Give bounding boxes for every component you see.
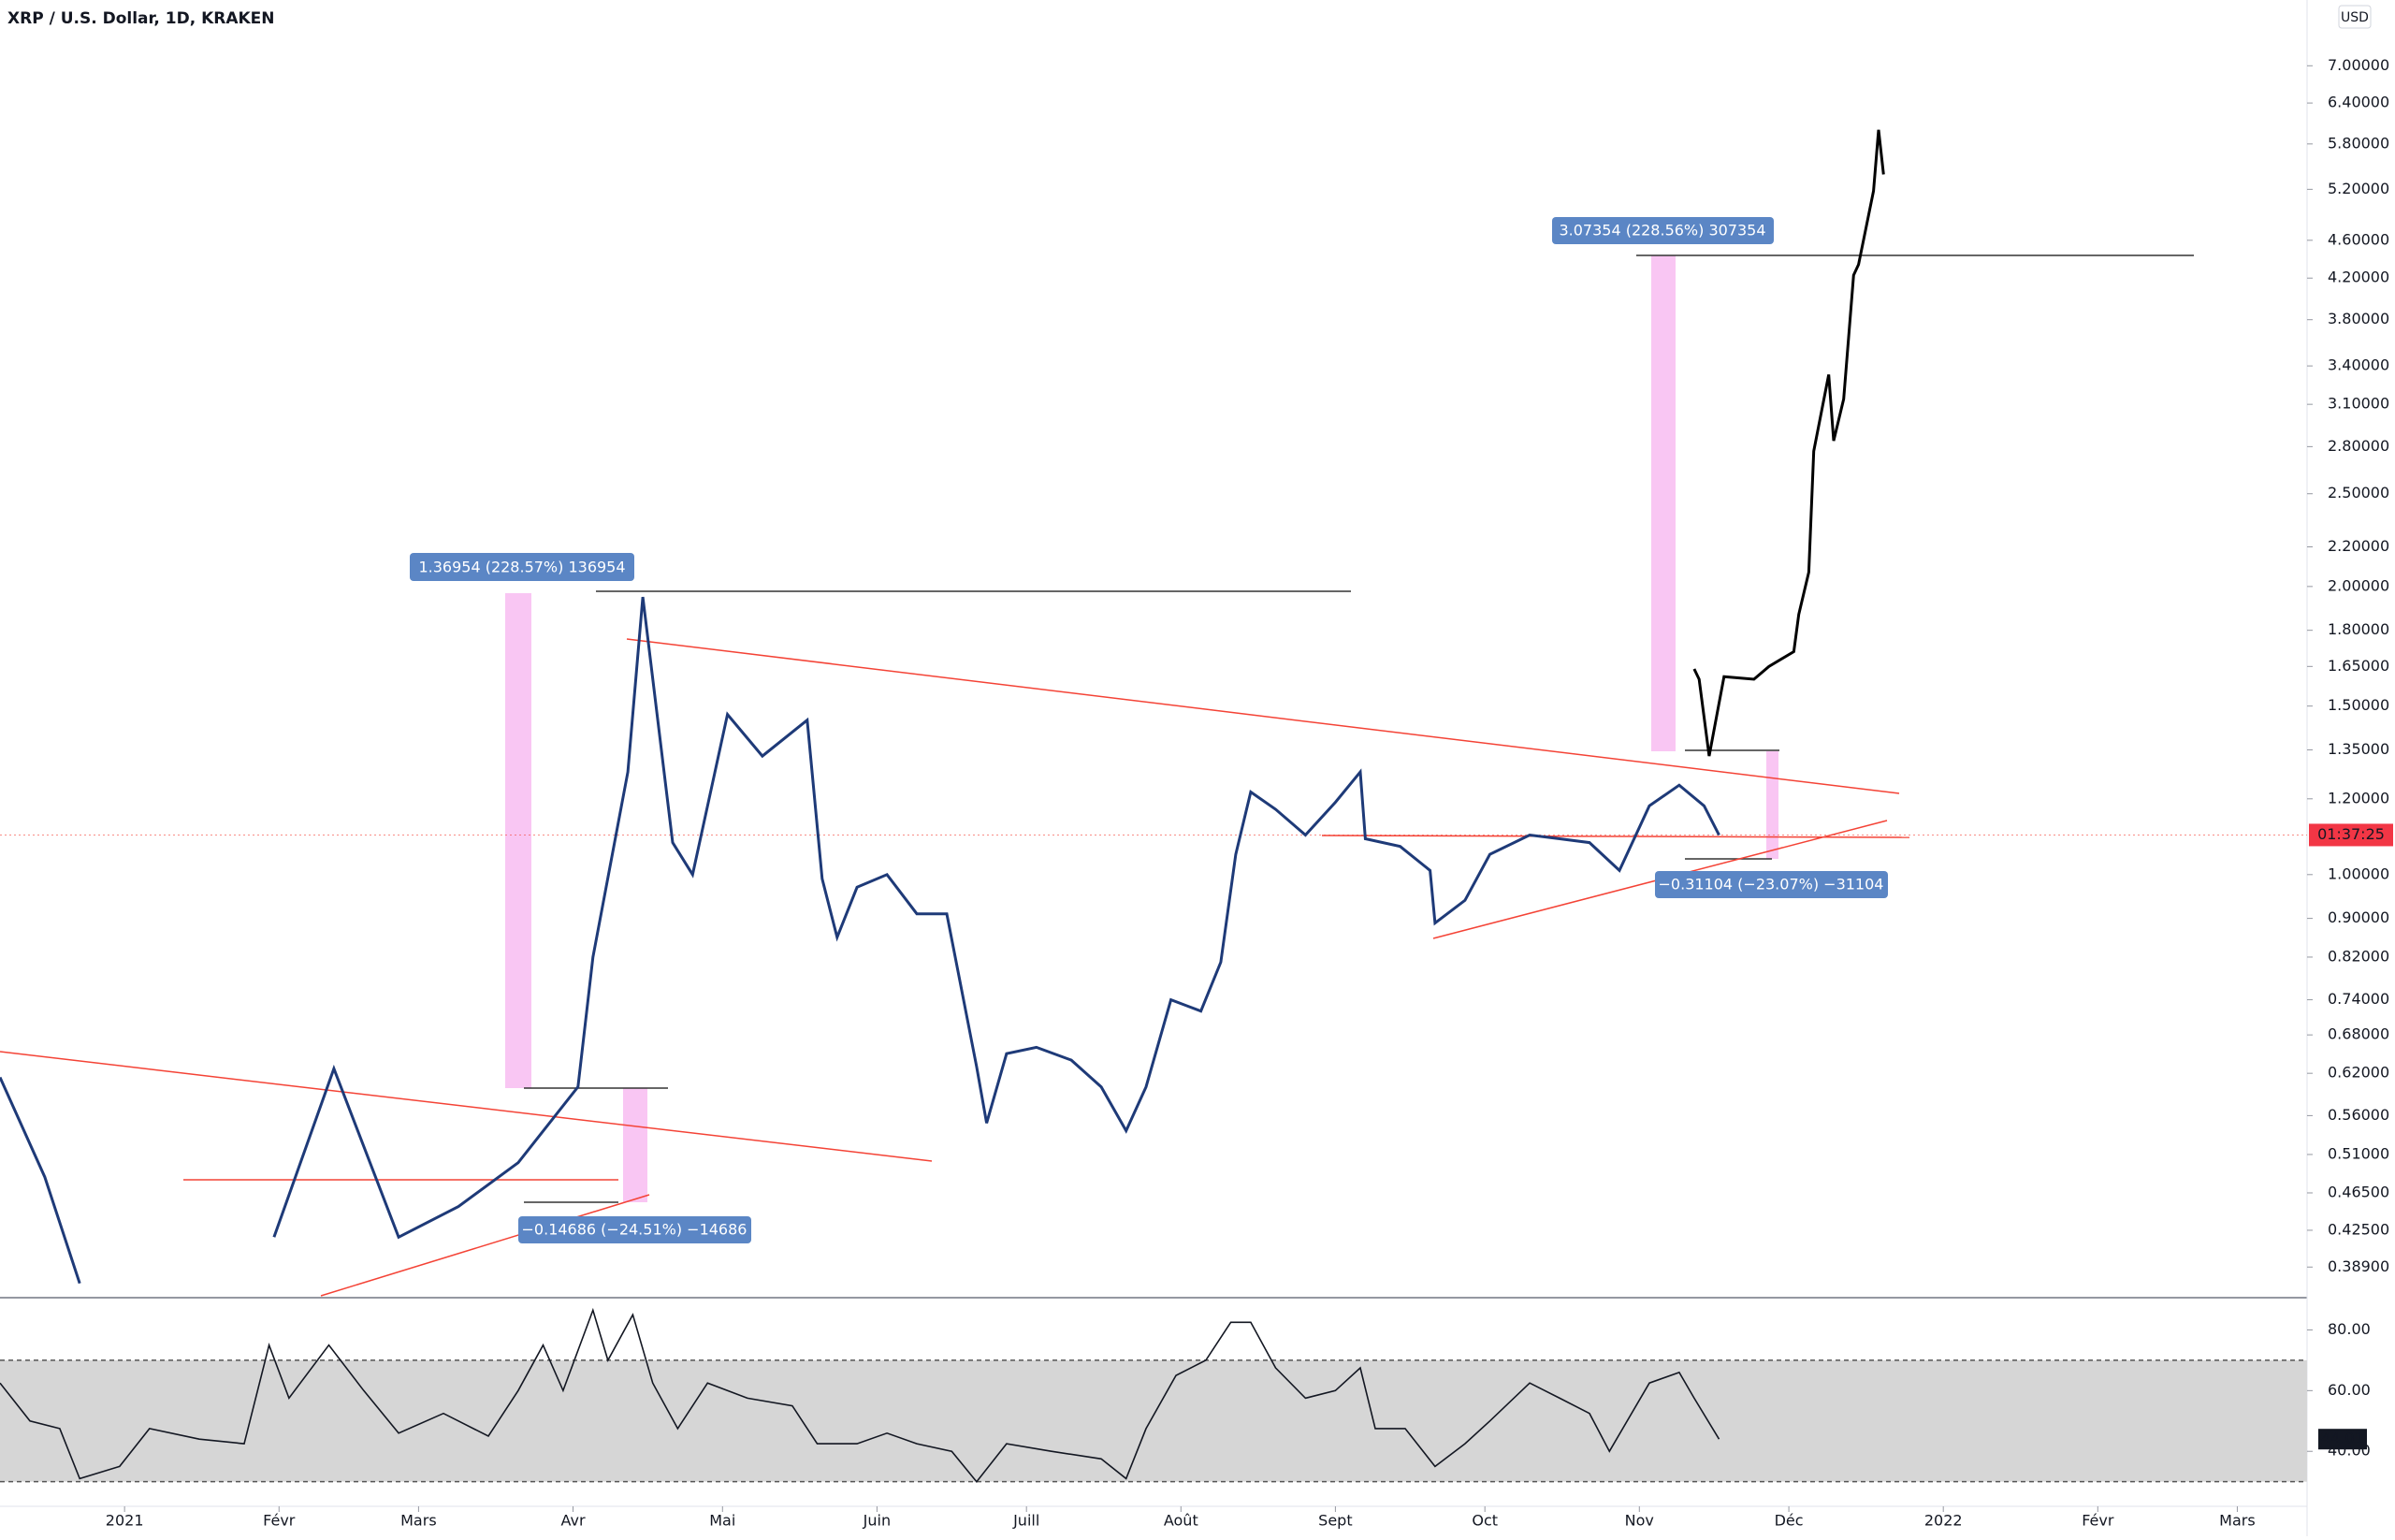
y-tick-label: 2.00000 (2328, 576, 2389, 594)
rsi-band (0, 1359, 2307, 1482)
y-tick-label: 0.82000 (2328, 947, 2389, 965)
trend-line (1321, 835, 1910, 838)
y-tick-label: 5.20000 (2328, 180, 2389, 197)
y-tick-label: 0.51000 (2328, 1144, 2389, 1162)
annotation-text: 3.07354 (228.56%) 307354 (1559, 222, 1765, 240)
current-tag (2318, 1429, 2367, 1450)
current-label: 44.01 (2321, 1430, 2364, 1447)
annotation: −0.14686 (−24.51%) −14686 (518, 1216, 751, 1243)
measure-range (1651, 255, 1676, 751)
x-tick-label: Nov (1625, 1512, 1654, 1530)
drawings (0, 254, 2194, 1297)
annotation-box (518, 1216, 751, 1243)
y-tick-label: 0.38900 (2328, 1257, 2389, 1275)
price-line (0, 1307, 1720, 1483)
y-tick-label: 0.46500 (2328, 1183, 2389, 1200)
y-tick-label: 0.42500 (2328, 1220, 2389, 1238)
y-tick-label: 1.80000 (2328, 620, 2389, 638)
annotation: 3.07354 (228.56%) 307354 (1552, 217, 1774, 244)
annotation: 1.36954 (228.57%) 136954 (410, 553, 634, 581)
x-tick-label: 2021 (106, 1512, 144, 1530)
y-tick-label: 3.40000 (2328, 356, 2389, 374)
x-tick-label: Août (1164, 1512, 1198, 1530)
y-tick-label: 1.35000 (2328, 740, 2389, 758)
y-tick-label: 60.00 (2328, 1381, 2371, 1399)
y-tick-label: 4.60000 (2328, 230, 2389, 248)
y-tick-label: 80.00 (2328, 1320, 2371, 1338)
y-tick-label: 0.62000 (2328, 1064, 2389, 1082)
currency-label[interactable]: USD (2341, 10, 2369, 25)
y-tick-label: 1.20000 (2328, 789, 2389, 806)
y-tick-label: 1.00000 (2328, 864, 2389, 882)
trend-line (320, 1194, 650, 1297)
y-tick-label: 2.50000 (2328, 484, 2389, 501)
annotation-text: −0.14686 (−24.51%) −14686 (522, 1221, 748, 1239)
y-tick-label: 7.00000 (2328, 56, 2389, 74)
y-tick-label: 5.80000 (2328, 134, 2389, 152)
y-tick-label: 3.10000 (2328, 395, 2389, 413)
annotation-text: 1.36954 (228.57%) 136954 (418, 559, 625, 576)
y-tick-label: 0.68000 (2328, 1025, 2389, 1043)
y-tick-label: 0.90000 (2328, 908, 2389, 926)
y-tick-label: 1.65000 (2328, 657, 2389, 675)
measure-range (505, 593, 531, 1088)
x-tick-label: Oct (1472, 1512, 1498, 1530)
x-tick-label: Sept (1318, 1512, 1352, 1530)
price-line (1692, 129, 1885, 757)
x-tick-label: Juin (863, 1512, 891, 1530)
price-line (0, 596, 1720, 1285)
y-tick-label: 4.20000 (2328, 269, 2389, 286)
annotation-box (1552, 217, 1774, 244)
last-price-tag (2309, 823, 2393, 847)
x-tick-label: Déc (1775, 1512, 1804, 1530)
y-tick-label: 0.74000 (2328, 990, 2389, 1008)
x-tick-label: Mars (400, 1512, 437, 1530)
x-tick-label: Mars (2219, 1512, 2256, 1530)
y-tick-label: 0.56000 (2328, 1106, 2389, 1124)
trend-line (0, 1051, 933, 1162)
y-tick-label: 1.50000 (2328, 696, 2389, 714)
annotation-box (410, 553, 634, 581)
annotation-text: −0.31104 (−23.07%) −31104 (1659, 876, 1884, 893)
y-tick-label: 3.80000 (2328, 310, 2389, 327)
annotation: −0.31104 (−23.07%) −31104 (1655, 871, 1888, 898)
chart-title: XRP / U.S. Dollar, 1D, KRAKEN (7, 9, 275, 28)
x-tick-label: Mai (709, 1512, 735, 1530)
y-tick-label: 2.20000 (2328, 537, 2389, 555)
measure-range (623, 1088, 647, 1202)
x-tick-label: Févr (2082, 1512, 2114, 1530)
x-tick-label: Avr (560, 1512, 585, 1530)
trend-line (626, 638, 1900, 794)
currency-button[interactable] (2338, 5, 2372, 29)
y-tick-label: 2.80000 (2328, 437, 2389, 455)
y-tick-label: 6.40000 (2328, 94, 2389, 111)
annotation-box (1655, 871, 1888, 898)
measure-range (1766, 751, 1778, 859)
x-tick-label: Juill (1012, 1512, 1039, 1530)
x-tick-label: 2022 (1924, 1512, 1963, 1530)
countdown-label: 01:37:25 (2317, 825, 2385, 843)
x-tick-label: Févr (263, 1512, 296, 1530)
